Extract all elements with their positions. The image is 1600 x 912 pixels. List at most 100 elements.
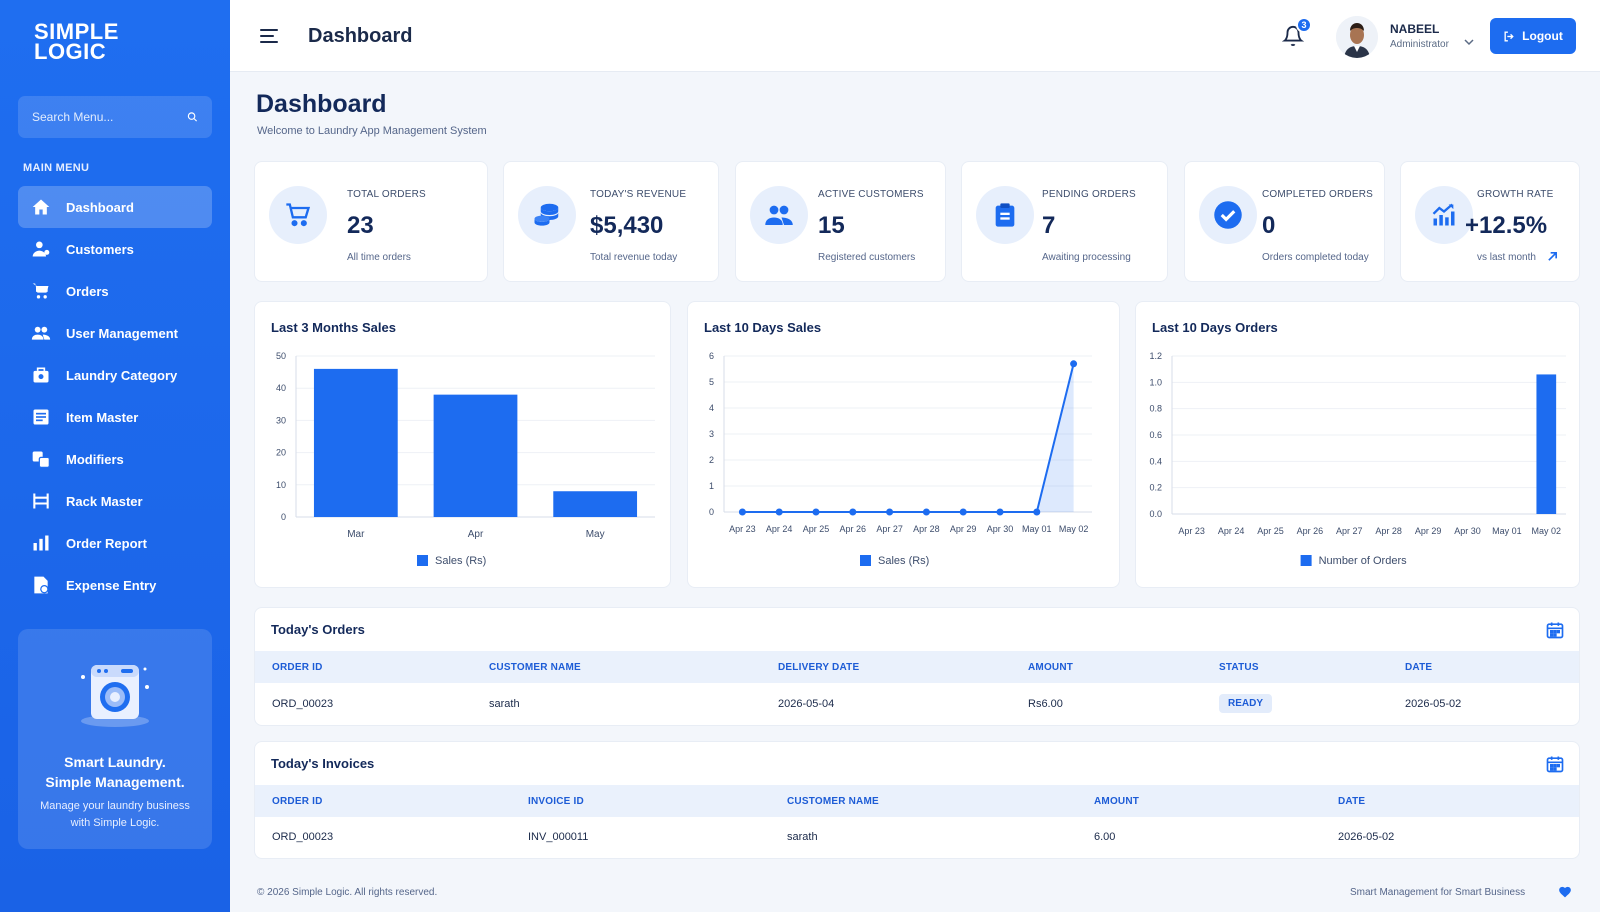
stat-sub: vs last month — [1477, 252, 1536, 263]
cell-amount: 6.00 — [1094, 831, 1116, 843]
sidebar-item-label: Modifiers — [66, 451, 124, 467]
stat-sub: Awaiting processing — [1042, 252, 1131, 263]
sidebar-item-label: Orders — [66, 283, 109, 299]
x-tick-label: May — [586, 529, 605, 540]
sidebar-item-user-management[interactable]: User Management — [18, 312, 212, 354]
clipboard-icon — [976, 186, 1034, 244]
bar — [1536, 374, 1557, 514]
footer-copyright: © 2026 Simple Logic. All rights reserved… — [257, 887, 438, 898]
users-icon — [750, 186, 808, 244]
sidebar-item-laundry-category[interactable]: Laundry Category — [18, 354, 212, 396]
bar — [313, 368, 398, 517]
sidebar-item-expense-entry[interactable]: Expense Entry — [18, 564, 212, 606]
sidebar-item-modifiers[interactable]: Modifiers — [18, 438, 212, 480]
x-tick-label: Apr 25 — [1257, 526, 1284, 536]
sidebar-item-dashboard[interactable]: Dashboard — [18, 186, 212, 228]
brand-logo[interactable]: SIMPLE LOGIC — [34, 21, 119, 64]
line-area — [742, 363, 1074, 512]
x-tick-label: Apr 30 — [1454, 526, 1481, 536]
series-line — [742, 363, 1075, 513]
sidebar-item-orders[interactable]: Orders — [18, 270, 212, 312]
calendar-icon[interactable] — [1545, 754, 1565, 774]
y-tick-label: 2 — [709, 455, 714, 465]
sidebar-item-customers[interactable]: Customers — [18, 228, 212, 270]
column-header[interactable]: CUSTOMER NAME — [787, 796, 879, 807]
data-point — [959, 508, 967, 516]
y-tick-label: 40 — [276, 383, 286, 393]
column-header[interactable]: AMOUNT — [1028, 662, 1074, 673]
column-header[interactable]: DATE — [1338, 796, 1366, 807]
column-header[interactable]: CUSTOMER NAME — [489, 662, 581, 673]
page-subtitle: Welcome to Laundry App Management System — [257, 125, 487, 137]
bell-icon[interactable] — [1282, 24, 1304, 48]
table-title: Today's Orders — [271, 622, 365, 637]
column-header[interactable]: INVOICE ID — [528, 796, 584, 807]
hamburger-menu-icon[interactable] — [260, 28, 280, 44]
y-tick-label: 0 — [709, 507, 714, 517]
stat-card-pending-orders: PENDING ORDERS 7 Awaiting processing — [961, 161, 1168, 282]
bar — [433, 394, 518, 517]
legend-swatch — [1300, 555, 1312, 566]
column-header[interactable]: STATUS — [1219, 662, 1259, 673]
cell-customer-name: sarath — [489, 698, 520, 710]
sidebar-item-rack-master[interactable]: Rack Master — [18, 480, 212, 522]
column-header[interactable]: DELIVERY DATE — [778, 662, 860, 673]
legend-label: Number of Orders — [1319, 555, 1408, 567]
todays-invoices-table: Today's Invoices ORDER ID INVOICE ID CUS… — [254, 741, 1580, 859]
stat-value: +12.5% — [1465, 212, 1548, 239]
legend-swatch — [417, 555, 428, 566]
y-tick-label: 0.4 — [1149, 456, 1162, 466]
column-header[interactable]: ORDER ID — [272, 796, 323, 807]
y-tick-label: 50 — [276, 351, 286, 361]
x-tick-label: May 02 — [1532, 526, 1562, 536]
logout-button[interactable]: Logout — [1490, 18, 1576, 54]
x-tick-label: Apr 28 — [1375, 526, 1402, 536]
arrow-up-right-icon — [1548, 252, 1557, 261]
x-tick-label: Apr 26 — [840, 524, 867, 534]
x-tick-label: May 01 — [1492, 526, 1522, 536]
page-title: Dashboard — [256, 90, 387, 118]
chart-title: Last 10 Days Sales — [704, 320, 822, 335]
sidebar-item-label: Order Report — [66, 535, 147, 551]
stat-sub: Total revenue today — [590, 252, 678, 263]
x-tick-label: Apr 29 — [1415, 526, 1442, 536]
legend-swatch — [860, 555, 871, 566]
cell-order-id: ORD_00023 — [272, 831, 334, 843]
todays-orders-table: Today's Orders ORDER ID CUSTOMER NAME DE… — [254, 607, 1580, 726]
column-header[interactable]: DATE — [1405, 662, 1433, 673]
coins-icon — [518, 186, 576, 244]
x-tick-label: Apr 23 — [729, 524, 756, 534]
brand-line-2: LOGIC — [34, 39, 107, 64]
sidebar-item-item-master[interactable]: Item Master — [18, 396, 212, 438]
calendar-icon[interactable] — [1545, 620, 1565, 640]
cell-order-id: ORD_00023 — [272, 698, 334, 710]
chart-last-10-days-sales: Last 10 Days Sales 0 1 2 3 4 5 6 Apr 23 Apr 24 Ap… — [687, 301, 1120, 588]
data-point — [1070, 360, 1078, 368]
cart-icon — [30, 280, 52, 302]
header-title: Dashboard — [308, 25, 413, 47]
sidebar-item-order-report[interactable]: Order Report — [18, 522, 212, 564]
column-header[interactable]: AMOUNT — [1094, 796, 1140, 807]
avatar[interactable] — [1336, 16, 1378, 58]
cell-invoice-id: INV_000011 — [528, 831, 589, 843]
main-menu-title: MAIN MENU — [23, 162, 90, 174]
search-icon[interactable] — [187, 110, 198, 124]
column-header[interactable]: ORDER ID — [272, 662, 323, 673]
search-menu-input[interactable] — [32, 110, 187, 124]
x-tick-label: Apr 26 — [1297, 526, 1324, 536]
data-point — [738, 508, 746, 516]
y-tick-label: 30 — [276, 415, 286, 425]
data-point — [849, 508, 857, 516]
expense-icon — [30, 574, 52, 596]
stat-label: COMPLETED ORDERS — [1262, 189, 1373, 200]
chevron-down-icon[interactable] — [1464, 38, 1474, 46]
y-tick-label: 10 — [276, 480, 286, 490]
sidebar-item-label: Rack Master — [66, 493, 143, 509]
home-icon — [30, 196, 52, 218]
y-tick-label: 6 — [709, 351, 714, 361]
y-tick-label: 4 — [709, 403, 714, 413]
stat-sub: Orders completed today — [1262, 252, 1369, 263]
promo-title: Smart Laundry. Simple Management. — [18, 752, 212, 792]
growth-icon — [1415, 186, 1473, 244]
x-tick-label: May 02 — [1059, 524, 1089, 534]
